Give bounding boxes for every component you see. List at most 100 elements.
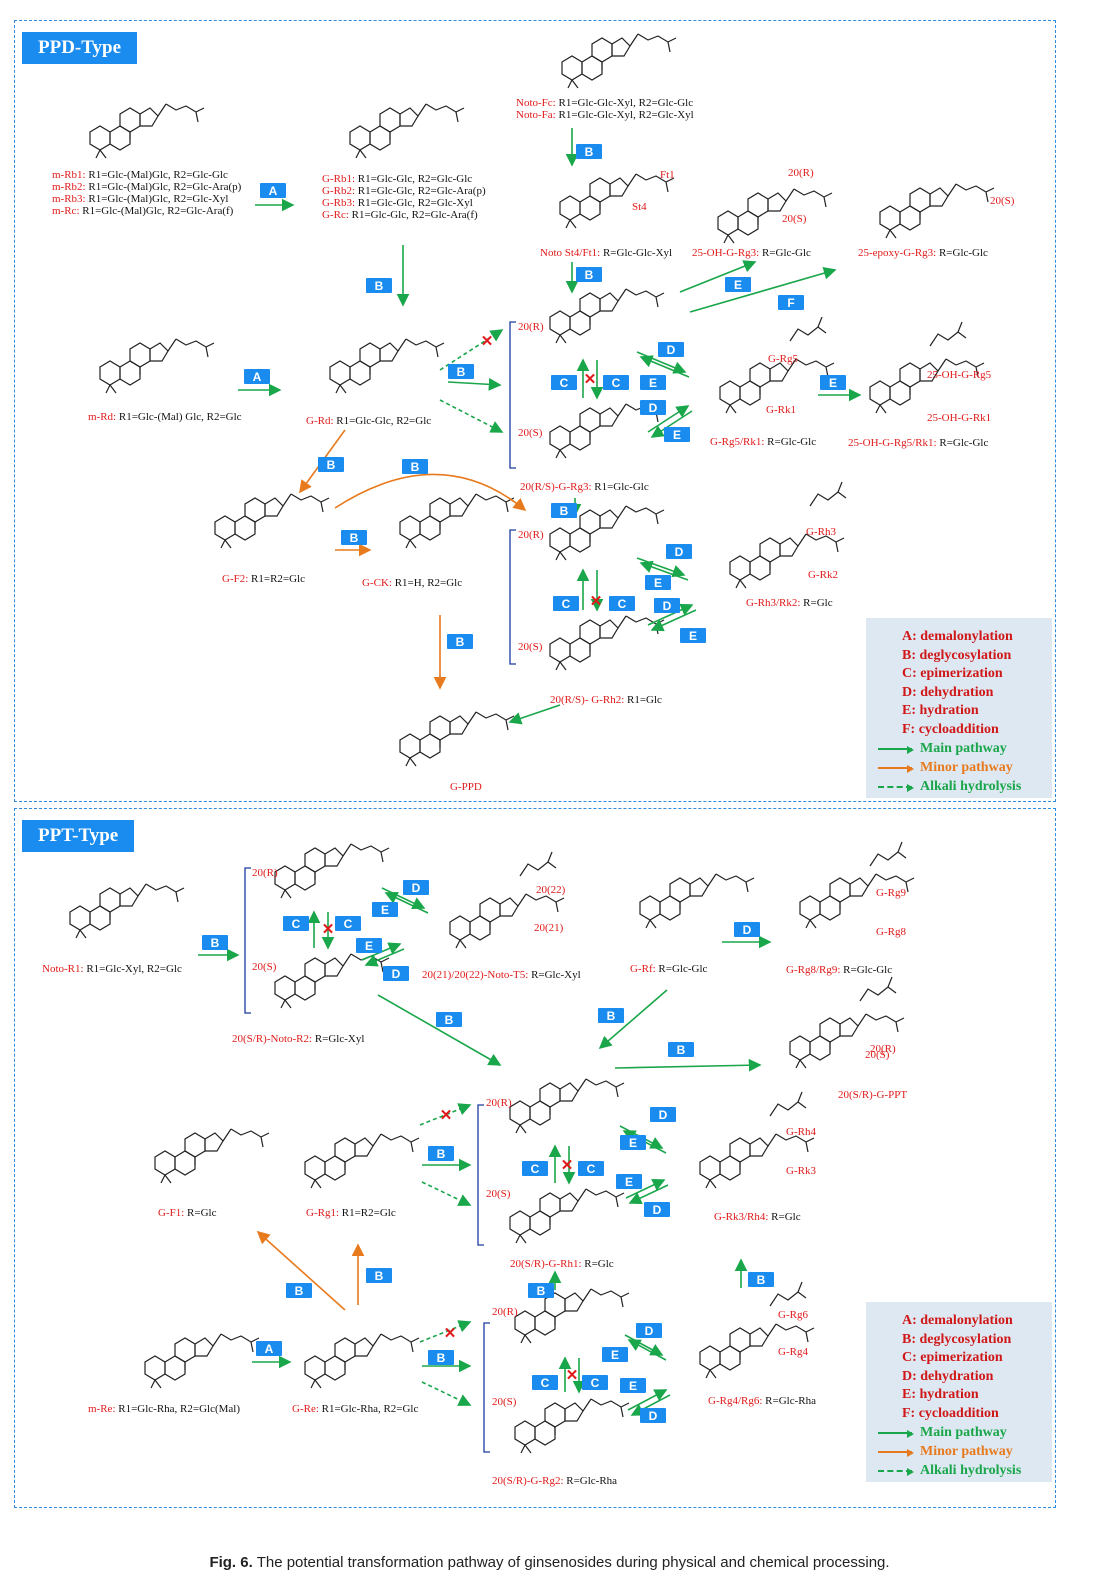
rh2-label: 20(R/S)- G-Rh2: R1=Glc — [550, 694, 662, 706]
rg6-tag: G-Rg6 — [778, 1309, 808, 1321]
svg-text:E: E — [381, 903, 389, 917]
rg3-r-structure — [549, 288, 665, 344]
g-rg1-structure — [304, 1133, 420, 1189]
step-b-fc: B — [576, 144, 602, 159]
rg2-20r: 20(R) — [492, 1306, 518, 1318]
svg-text:A: A — [253, 370, 262, 384]
svg-text:B: B — [457, 365, 466, 379]
svg-text:A: A — [265, 1342, 274, 1356]
blocked-grd-rg3r: ✕ — [481, 333, 494, 350]
svg-text:C: C — [560, 376, 569, 390]
step-b-grb: B — [366, 278, 392, 293]
rk3-structure-sidechain — [769, 1091, 807, 1117]
step-b-re-rg1: B — [366, 1268, 392, 1283]
rh3-label: G-Rh3/Rk2: R=Glc — [746, 597, 833, 609]
rg3-20s: 20(S) — [518, 427, 543, 439]
ppt-20r: 20(R) — [870, 1043, 896, 1055]
r2-20s: 20(S) — [252, 961, 277, 973]
rk3-tag: G-Rk3 — [786, 1165, 816, 1177]
step-e-ohrg5: E — [820, 375, 846, 390]
blocked-rg2: ✕ — [566, 1367, 579, 1384]
alkali-grd-rg3s — [439, 399, 504, 433]
arrow-rh1-ppt — [614, 1058, 762, 1072]
ppd-type-tag: PPD-Type — [22, 32, 138, 64]
svg-text:B: B — [211, 936, 220, 950]
epoxy-rg3-structure — [879, 183, 995, 239]
rg4-structure-sidechain — [769, 1281, 807, 1307]
m-rb-structure — [89, 103, 205, 159]
g-ck-structure — [399, 493, 515, 549]
svg-text:D: D — [653, 1203, 662, 1217]
svg-text:C: C — [562, 597, 571, 611]
g-f1-structure — [154, 1128, 270, 1184]
m-rd-label: m-Rd: R1=Glc-(Mal) Glc, R2=Glc — [88, 411, 242, 423]
r2s-t5-rev — [364, 948, 405, 967]
oh-rk1-tag: 25-OH-G-Rk1 — [927, 412, 991, 424]
ft1-tag: Ft1 — [660, 169, 675, 181]
svg-text:B: B — [437, 1351, 446, 1365]
g-ppt-label: 20(S/R)-G-PPT — [838, 1089, 907, 1101]
svg-text:B: B — [295, 1284, 304, 1298]
step-d-rg4-2: D — [640, 1408, 666, 1423]
ppt-type-tag: PPT-Type — [22, 820, 135, 852]
rh1-r-structure — [509, 1078, 625, 1134]
noto-fc-label: Noto-Fc: R1=Glc-Glc-Xyl, R2=Glc-Glc — [516, 97, 693, 109]
svg-text:E: E — [629, 1379, 637, 1393]
arrow-r2-rh1 — [377, 994, 502, 1066]
rg8-structure — [799, 873, 915, 929]
svg-text:C: C — [587, 1162, 596, 1176]
legend-minor: Minor pathway — [878, 758, 1040, 777]
t5-structure-sidechain — [519, 851, 557, 877]
oh-rg3-label: 25-OH-G-Rg3: R=Glc-Glc — [692, 247, 811, 259]
step-d-1: D — [658, 342, 684, 357]
step-e-rk3-1: E — [620, 1135, 646, 1150]
rg3-bracket — [509, 321, 516, 469]
svg-text:C: C — [541, 1376, 550, 1390]
step-c-left: C — [551, 375, 577, 390]
rg2-label: 20(S/R)-G-Rg2: R=Glc-Rha — [492, 1475, 617, 1487]
step-c-rh2-left: C — [553, 596, 579, 611]
legend-alkali: Alkali hydrolysis — [878, 777, 1040, 796]
step-b-grd: B — [448, 364, 474, 379]
step-e-oh: E — [725, 277, 751, 292]
legend-item-a: A: demalonylation — [902, 1313, 1013, 1328]
oh-rg3-structure — [717, 188, 833, 244]
rf-structure — [639, 873, 755, 929]
oh-rg5-tag: 25-OH-G-Rg5 — [927, 369, 992, 381]
step-b-ppt: B — [668, 1042, 694, 1057]
svg-text:F: F — [787, 296, 794, 310]
rg9-tag: G-Rg9 — [876, 887, 906, 899]
noto-r1-structure — [69, 883, 185, 939]
noto-r1-label: Noto-R1: R1=Glc-Xyl, R2=Glc — [42, 963, 182, 975]
svg-text:E: E — [365, 939, 373, 953]
legend-main: Main pathway — [878, 739, 1040, 758]
svg-text:D: D — [663, 599, 672, 613]
m-rb-label-3: m-Rc: R1=Glc-(Mal)Glc, R2=Glc-Ara(f) — [52, 205, 234, 217]
rh2-bracket — [509, 529, 516, 665]
st4-structure — [559, 173, 675, 229]
step-d-t5-1: D — [403, 880, 429, 895]
svg-text:E: E — [625, 1175, 633, 1189]
step-e-rg4-1: E — [602, 1347, 628, 1362]
g-ppd-structure — [399, 711, 515, 767]
rg2r-rg4-fwd — [624, 1334, 664, 1356]
step-e-t5-2: E — [356, 938, 382, 953]
rg5-structure-sidechain — [789, 316, 827, 342]
svg-text:D: D — [645, 1324, 654, 1338]
svg-text:A: A — [269, 184, 278, 198]
step-b-gre: B — [428, 1350, 454, 1365]
ppt-20s: 20(S) — [865, 1049, 890, 1061]
curve-f2-rh2 — [334, 473, 527, 512]
g-ck-label: G-CK: R1=H, R2=Glc — [362, 577, 462, 589]
rf-label: G-Rf: R=Glc-Glc — [630, 963, 708, 975]
legend-item-f: F: cycloaddition — [902, 1405, 999, 1421]
oh-rg5-label: 25-OH-G-Rg5/Rk1: R=Glc-Glc — [848, 437, 988, 449]
svg-text:B: B — [411, 460, 420, 474]
r2r-t5-rev — [384, 892, 429, 914]
step-a-mre: A — [256, 1341, 282, 1356]
noto-fc-structure — [561, 33, 677, 89]
step-f-epoxy: F — [778, 295, 804, 310]
svg-text:C: C — [292, 917, 301, 931]
rg2-s-structure — [514, 1398, 630, 1454]
rh2s-rh3-rev — [650, 609, 697, 632]
